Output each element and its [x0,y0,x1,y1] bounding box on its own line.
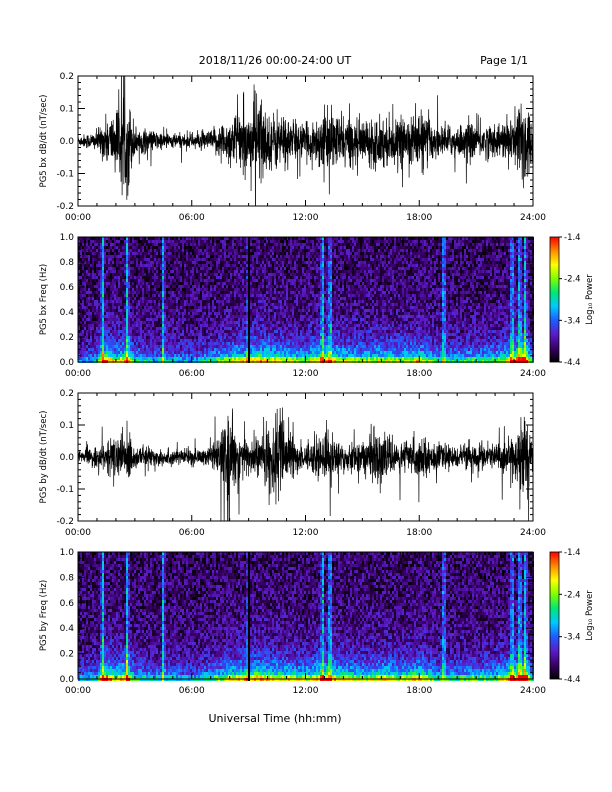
colorbar-tick-label: -3.4 [564,633,581,643]
colorbar-tick-label: -1.4 [564,233,581,243]
y-tick-label: -0.2 [56,202,74,212]
y-tick-label: -0.1 [56,485,74,495]
x-tick-label: 12:00 [293,369,319,379]
x-tick-label: 24:00 [520,369,546,379]
y-tick-label: 0.0 [60,453,75,463]
y-tick-label: 1.0 [60,233,75,243]
y-tick-label: 0.2 [60,333,74,343]
bx-spectrogram-panel: 00:00 06:00 12:00 18:00 24:00 1.0 0.8 0.6 0.4 0.2… [39,233,595,379]
x-tick-label: 18:00 [406,213,432,223]
colorbar-tick-label: -4.4 [564,358,581,368]
y-axis-label: PG5 by Freq (Hz) [39,580,49,651]
colorbar [549,551,560,680]
x-tick-label: 12:00 [293,686,319,696]
page-label: Page 1/1 [480,54,528,67]
y-axis-label: PG5 bx Freq (Hz) [39,264,49,335]
colorbar-tick-label: -2.4 [564,590,581,600]
y-tick-label: 0.0 [60,358,75,368]
y-axis-label: PG5 by dB/dt (nT/sec) [39,411,49,504]
y-tick-label: 0.8 [60,573,75,583]
spectrogram-cells [78,237,534,363]
y-tick-label: 0.2 [60,72,74,82]
figure-title: 2018/11/26 00:00-24:00 UT [199,54,352,67]
y-tick-label: 0.4 [60,624,75,634]
x-axis-label: Universal Time (hh:mm) [209,712,342,725]
y-tick-label: 0.4 [60,308,75,318]
waveform-trace [78,407,533,521]
colorbar-tick-label: -3.4 [564,316,581,326]
bx-waveform-panel: 00:00 06:00 12:00 18:00 24:00 0.2 0.1 0.0 -0.1 -0… [39,72,546,223]
x-tick-label: 06:00 [179,686,205,696]
x-tick-label: 06:00 [179,213,205,223]
y-tick-label: 0.6 [60,283,75,293]
colorbar-tick-label: -1.4 [564,548,581,558]
x-tick-label: 00:00 [65,369,91,379]
y-tick-label: 0.2 [60,389,74,399]
y-tick-label: 0.1 [60,105,74,115]
panels-group: 00:00 06:00 12:00 18:00 24:00 0.2 0.1 0.0 -0.1 -0… [39,72,595,696]
x-tick-label: 24:00 [520,686,546,696]
y-tick-label: -0.2 [56,517,74,527]
colorbar-tick-label: -2.4 [564,275,581,285]
y-tick-label: 0.6 [60,599,75,609]
y-tick-label: 0.2 [60,650,74,660]
by-waveform-panel: 00:00 06:00 12:00 18:00 24:00 0.2 0.1 0.0 -0.1 -0… [39,389,546,538]
y-axis-label: PG5 bx dB/dt (nT/sec) [39,95,49,188]
x-tick-label: 00:00 [65,528,91,538]
x-tick-label: 06:00 [179,369,205,379]
by-spectrogram-panel: 00:00 06:00 12:00 18:00 24:00 1.0 0.8 0.6 0.4 0.2… [39,548,595,696]
y-tick-label: 0.0 [60,675,75,685]
y-tick-label: 0.1 [60,421,74,431]
colorbar-label: Log₁₀ Power [585,274,595,325]
x-tick-label: 18:00 [406,528,432,538]
y-tick-label: -0.1 [56,170,74,180]
y-tick-label: 0.0 [60,137,75,147]
colorbar [549,236,560,363]
x-tick-label: 12:00 [293,528,319,538]
x-tick-label: 00:00 [65,686,91,696]
x-tick-label: 06:00 [179,528,205,538]
x-tick-label: 24:00 [520,528,546,538]
spectrogram-cells [78,552,534,681]
x-tick-label: 12:00 [293,213,319,223]
x-tick-label: 18:00 [406,686,432,696]
x-tick-label: 18:00 [406,369,432,379]
colorbar-label: Log₁₀ Power [585,590,595,641]
x-tick-label: 24:00 [520,213,546,223]
y-tick-label: 1.0 [60,548,75,558]
y-tick-label: 0.8 [60,258,75,268]
x-tick-label: 00:00 [65,213,91,223]
waveform-trace [78,76,533,206]
colorbar-tick-label: -4.4 [564,675,581,685]
